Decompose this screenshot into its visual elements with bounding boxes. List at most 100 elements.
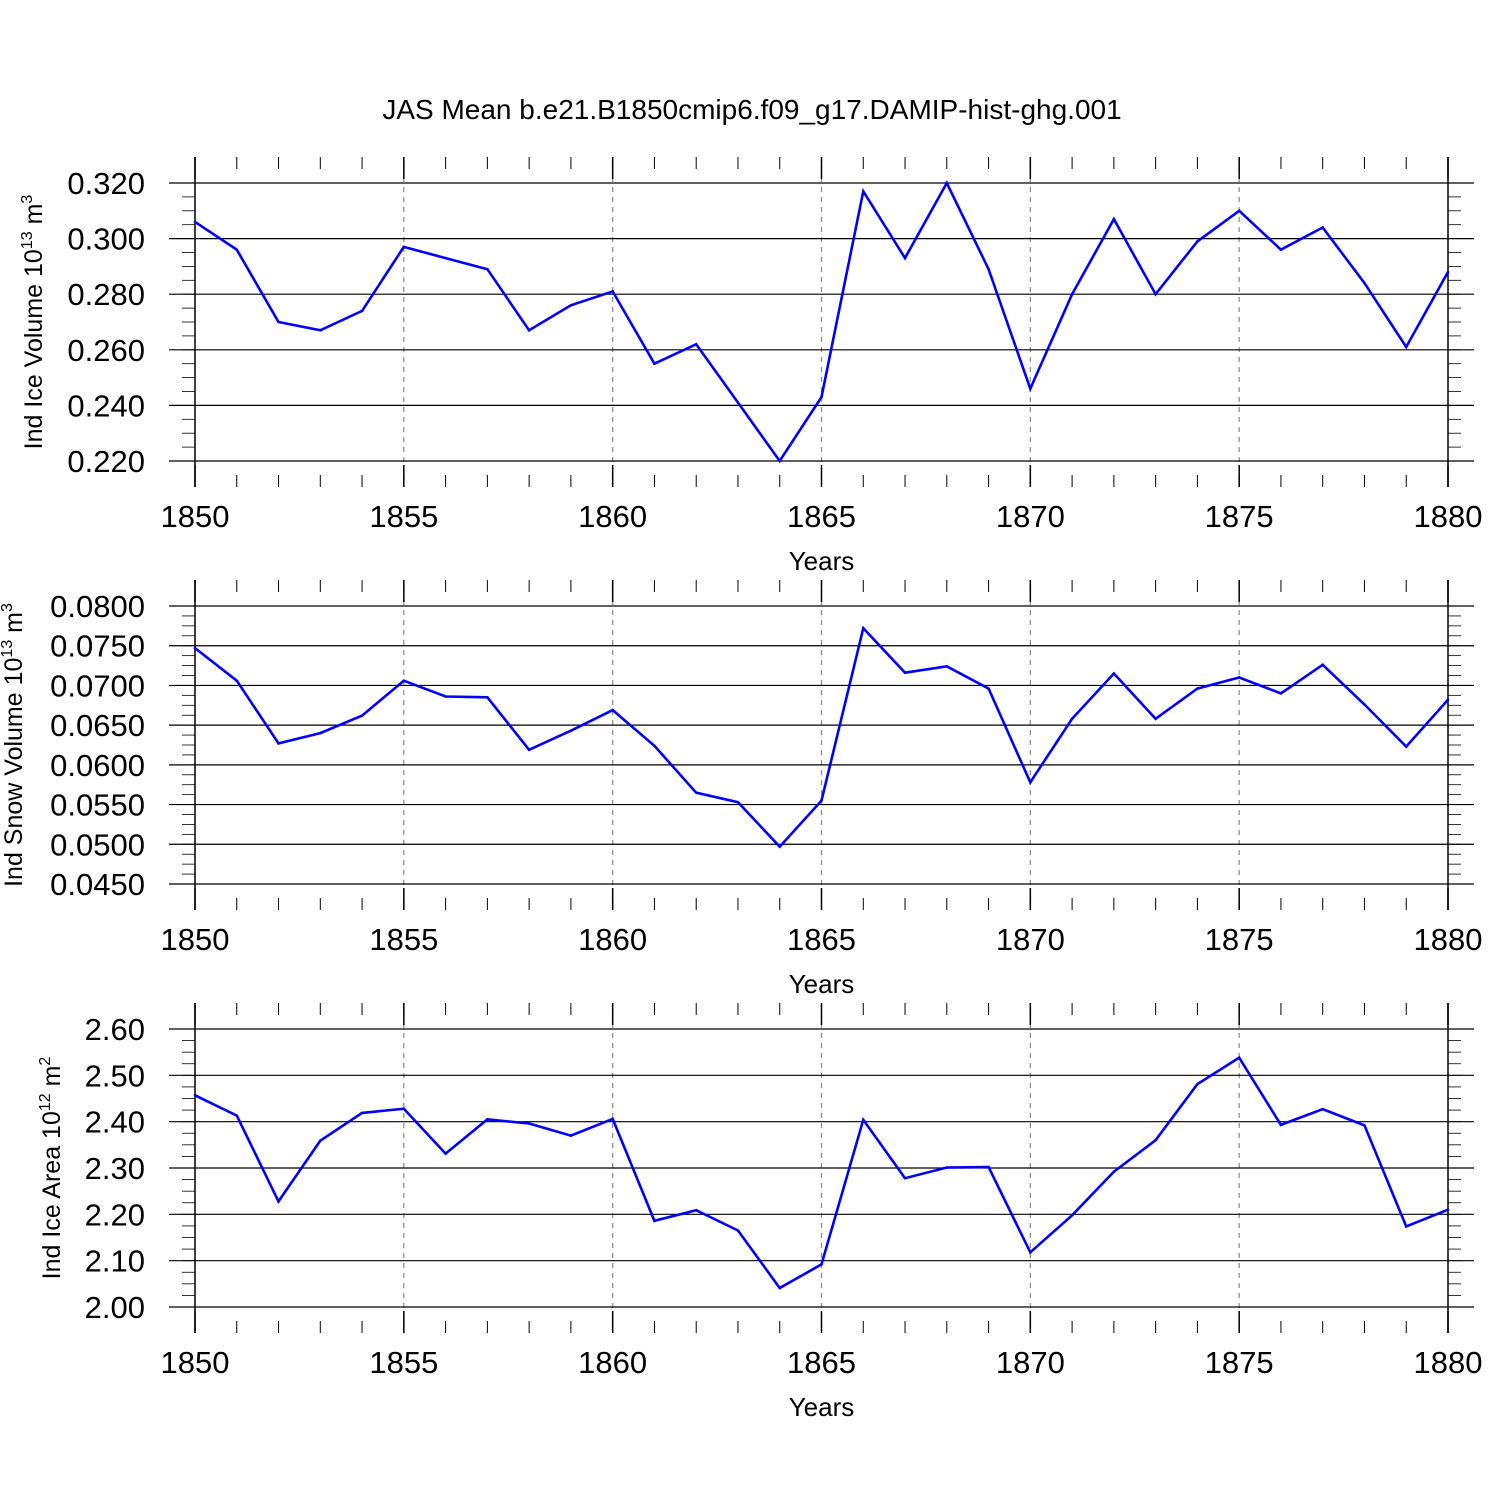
- data-point: [319, 329, 322, 332]
- x-tick-label: 1870: [996, 1345, 1065, 1380]
- data-point: [360, 1111, 364, 1115]
- data-point: [945, 181, 949, 185]
- data-point: [1404, 1225, 1408, 1228]
- data-point: [193, 646, 197, 650]
- y-tick-label: 0.240: [67, 388, 145, 423]
- data-point: [1070, 1213, 1074, 1217]
- data-point: [527, 1122, 531, 1125]
- data-point: [820, 1263, 823, 1266]
- y-axis-label-unit: m: [20, 204, 48, 232]
- y-tick-label: 2.50: [85, 1058, 145, 1093]
- data-point: [1446, 270, 1450, 274]
- data-point: [611, 1117, 614, 1121]
- data-point: [1112, 1170, 1116, 1174]
- data-point: [1112, 672, 1116, 675]
- data-point: [987, 687, 990, 690]
- data-point: [903, 256, 907, 260]
- data-point: [193, 1093, 197, 1097]
- data-point: [444, 256, 447, 260]
- x-tick-label: 1880: [1414, 1345, 1483, 1380]
- data-point: [778, 845, 782, 848]
- y-axis-label: Ind Ice Volume 1013 m3: [19, 195, 48, 450]
- data-point: [1070, 292, 1074, 296]
- x-tick-label: 1855: [369, 922, 438, 957]
- data-point: [444, 695, 447, 698]
- data-point: [945, 1166, 949, 1169]
- data-point: [402, 679, 406, 682]
- data-point: [235, 679, 239, 682]
- x-tick-label: 1875: [1205, 499, 1274, 534]
- x-tick-label: 1865: [787, 1345, 856, 1380]
- y-tick-label: 0.0650: [50, 708, 145, 743]
- panel-2: 0.0450 0.0500 0.0550 0.0600 0.0650 0.0700 0.07…: [0, 580, 1482, 999]
- data-point: [402, 1107, 406, 1110]
- data-point: [486, 1118, 489, 1121]
- data-point: [1029, 1251, 1032, 1254]
- data-point: [1321, 1107, 1324, 1111]
- data-point: [694, 1208, 698, 1212]
- y-tick-label: 0.0550: [50, 788, 145, 823]
- data-point: [1237, 209, 1241, 213]
- data-point: [319, 1139, 322, 1142]
- y-axis-label-unit-exponent: 3: [0, 603, 16, 612]
- y-axis-label: Ind Ice Area 1012 m2: [37, 1057, 66, 1280]
- y-tick-label: 2.00: [85, 1290, 145, 1325]
- x-axis-label: Years: [789, 546, 855, 576]
- x-tick-label: 1880: [1414, 499, 1483, 534]
- y-axis-label-main: Ind Ice Volume 10: [20, 249, 48, 449]
- y-axis-label-unit: m: [38, 1066, 66, 1094]
- data-point: [861, 626, 865, 630]
- panel-3: 2.00 2.10 2.20 2.30 2.40 2.50 2.60 1850 1855 1860…: [37, 1003, 1482, 1422]
- y-tick-label: 2.40: [85, 1105, 145, 1140]
- data-point: [778, 1286, 782, 1290]
- data-point: [1279, 248, 1283, 252]
- x-axis-label: Years: [789, 1392, 855, 1422]
- data-point: [1154, 717, 1157, 721]
- data-point: [903, 671, 907, 675]
- data-point: [1279, 692, 1283, 695]
- x-tick-label: 1850: [161, 1345, 230, 1380]
- data-point: [1070, 717, 1074, 721]
- y-tick-label: 0.0600: [50, 748, 145, 783]
- data-point: [1029, 781, 1032, 784]
- data-point: [1363, 281, 1366, 285]
- data-point: [444, 1152, 447, 1155]
- data-point: [1196, 687, 1199, 690]
- y-tick-label: 2.10: [85, 1244, 145, 1279]
- x-tick-label: 1860: [578, 922, 647, 957]
- data-point: [402, 245, 406, 249]
- data-point: [653, 744, 656, 748]
- data-point: [1321, 663, 1324, 667]
- x-tick-label: 1875: [1205, 922, 1274, 957]
- data-point: [486, 267, 489, 271]
- y-tick-label: 0.300: [67, 222, 145, 257]
- y-tick-label: 0.320: [67, 166, 145, 201]
- data-point: [1237, 1056, 1241, 1060]
- data-point: [277, 742, 280, 745]
- data-point: [987, 267, 990, 271]
- x-axis-label: Years: [789, 969, 855, 999]
- data-point: [235, 1114, 239, 1117]
- x-tick-label: 1875: [1205, 1345, 1274, 1380]
- data-point: [360, 309, 364, 313]
- data-point: [527, 748, 531, 752]
- y-tick-label: 0.280: [67, 277, 145, 312]
- y-axis-label: Ind Snow Volume 1013 m3: [0, 603, 28, 887]
- data-point: [527, 329, 531, 332]
- data-point: [569, 1134, 573, 1137]
- data-point: [1363, 703, 1366, 706]
- data-point: [277, 320, 280, 324]
- y-axis-label-main: Ind Ice Area 10: [38, 1111, 66, 1279]
- data-point: [1154, 292, 1157, 296]
- x-tick-label: 1855: [369, 1345, 438, 1380]
- data-point: [277, 1200, 280, 1203]
- data-point: [736, 800, 740, 804]
- data-point: [1279, 1123, 1283, 1127]
- x-tick-label: 1865: [787, 499, 856, 534]
- y-tick-label: 2.20: [85, 1197, 145, 1232]
- y-tick-label: 0.0500: [50, 827, 145, 862]
- data-point: [1446, 1208, 1450, 1211]
- data-point: [778, 459, 782, 463]
- y-tick-label: 0.0450: [50, 867, 145, 902]
